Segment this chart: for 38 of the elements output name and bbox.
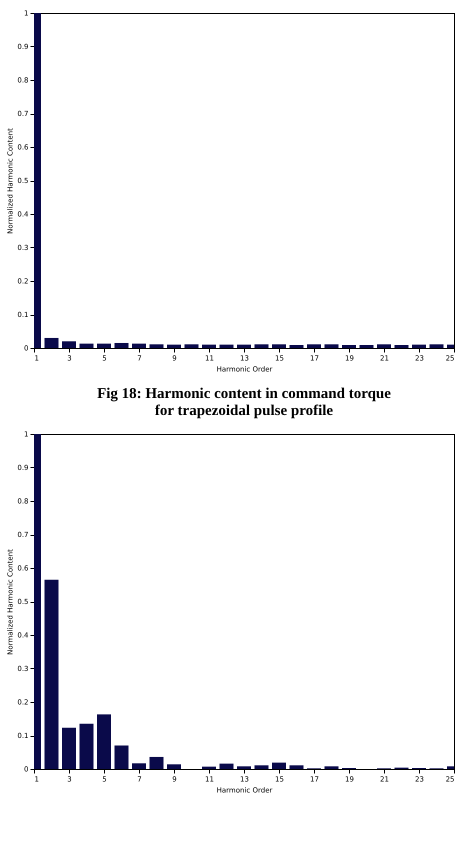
bar xyxy=(324,766,338,769)
bar xyxy=(167,764,181,769)
bar xyxy=(62,728,76,769)
bar xyxy=(272,344,286,348)
bar xyxy=(290,344,304,348)
bar xyxy=(324,344,338,348)
bar xyxy=(430,344,444,348)
bar xyxy=(342,344,356,348)
bar xyxy=(167,344,181,348)
bar xyxy=(114,342,128,348)
bar xyxy=(97,714,111,769)
bar xyxy=(412,344,426,348)
bar xyxy=(132,344,146,348)
bar xyxy=(272,762,286,769)
bar xyxy=(237,344,251,348)
bar xyxy=(97,344,111,348)
caption: Fig 18: Harmonic content in command torque for trapezoidal pulse profile xyxy=(97,386,392,419)
bar xyxy=(80,724,94,769)
bar xyxy=(290,765,304,769)
bar xyxy=(360,344,374,348)
bar xyxy=(150,756,164,769)
bar xyxy=(150,344,164,348)
bar xyxy=(254,344,268,348)
bar xyxy=(220,764,234,769)
bar xyxy=(62,341,76,348)
bar xyxy=(132,763,146,769)
bar xyxy=(307,344,321,348)
bar xyxy=(184,344,198,348)
bar xyxy=(44,338,58,348)
bar xyxy=(202,344,216,348)
bar xyxy=(394,344,408,348)
bar xyxy=(237,766,251,769)
bar xyxy=(44,580,58,769)
bar xyxy=(377,344,391,348)
bar xyxy=(254,765,268,769)
bar xyxy=(114,746,128,769)
bar xyxy=(80,344,94,348)
bar xyxy=(220,344,234,348)
